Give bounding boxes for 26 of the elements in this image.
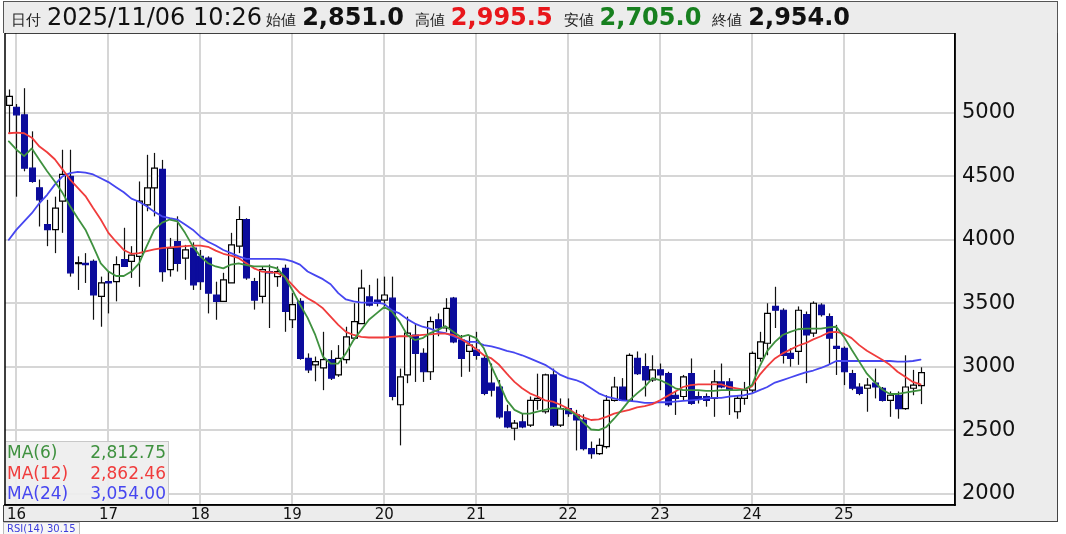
x-tick-label: 21 <box>466 504 486 523</box>
x-tick-label: 16 <box>6 504 27 523</box>
x-tick-label: 17 <box>98 504 118 523</box>
x-tick-label: 22 <box>558 504 578 523</box>
y-tick-label: 2000 <box>962 480 1016 505</box>
x-tick-label: 19 <box>282 504 302 523</box>
chart-title: 日付 2025/11/06 10:26 <box>11 2 263 33</box>
text: RSI(14) 30.15 <box>3 522 80 534</box>
y-tick-label: 4500 <box>962 162 1016 187</box>
x-tick-label: 24 <box>742 504 762 523</box>
text: 安値 2,705.0 <box>563 2 702 33</box>
x-tick-label: 23 <box>650 504 670 523</box>
y-tick-label: 3000 <box>962 353 1016 378</box>
y-tick-label: 3500 <box>962 289 1016 314</box>
text: MA(24) 3,054.00 <box>7 483 166 504</box>
text: 始値 2,851.0 <box>266 2 404 33</box>
y-tick-label: 4000 <box>962 226 1016 251</box>
text: 終値 2,954.0 <box>712 2 851 33</box>
x-tick-label: 25 <box>834 504 854 523</box>
text: MA(6) 2,812.75 <box>7 442 166 463</box>
text: MA(12) 2,862.46 <box>7 462 166 483</box>
y-tick-label: 5000 <box>962 99 1016 124</box>
x-tick-label: 18 <box>190 504 210 523</box>
text: 高値 2,995.5 <box>414 2 553 33</box>
y-tick-label: 2500 <box>962 416 1016 441</box>
x-tick-label: 20 <box>374 504 394 523</box>
